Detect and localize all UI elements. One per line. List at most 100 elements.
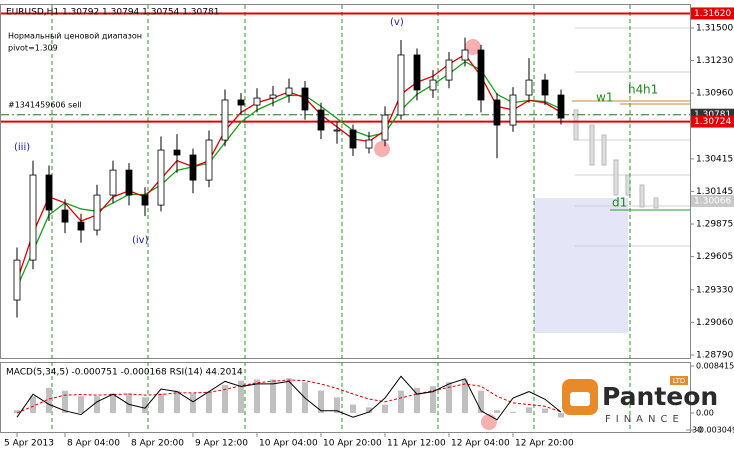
y-tick-label: 1.31500: [696, 23, 733, 33]
macd-bar: [462, 379, 468, 413]
macd-bar: [110, 393, 116, 413]
level-label-box: [691, 194, 734, 207]
macd-bar: [142, 397, 148, 413]
candle-body: [93, 194, 101, 231]
x-tick-label: 8 Apr 20:00: [131, 439, 184, 449]
candle-body: [429, 79, 437, 91]
candle-body: [237, 99, 245, 106]
annotation: pivot=1.309: [8, 44, 58, 53]
macd-bar: [94, 396, 100, 413]
candle-body: [397, 54, 405, 116]
candle-body: [541, 79, 549, 96]
candle-body: [205, 139, 213, 181]
candle-body: [285, 87, 293, 96]
macd-bar: [334, 397, 340, 413]
day-separators: [51, 5, 631, 432]
level-label: 1.30066: [694, 196, 731, 206]
annotation: (v): [390, 17, 404, 28]
annotation: (iii): [14, 142, 30, 153]
macd-bar: [494, 410, 500, 413]
candle-body: [349, 129, 357, 149]
annotation: (iv): [132, 235, 149, 246]
annotation: w1: [596, 91, 613, 105]
y-tick-label: 1.29330: [696, 285, 733, 295]
level-label-box: [691, 115, 734, 128]
pivot-lines: [575, 27, 690, 247]
x-tick-label: 12 Apr 04:00: [451, 439, 510, 449]
data-layer: 1.31500 1.31230 1.30960 1.30415 1.30145 1.298…: [1, 7, 734, 449]
macd-bar: [478, 390, 484, 413]
sub-title: MACD(5,34,5) -0.000751 -0.000168 RSI(14)…: [6, 368, 243, 378]
y-tick-label: 1.30145: [696, 187, 733, 197]
candle-body: [141, 194, 149, 206]
macd-bar: [174, 390, 180, 413]
annotation: d1: [612, 196, 627, 210]
x-tick-label: 12 Apr 20:00: [515, 439, 574, 449]
macd-bar: [350, 404, 356, 413]
y-tick-label: 1.29875: [696, 220, 733, 230]
candle-body: [269, 94, 277, 99]
x-tick-label: 9 Apr 12:00: [195, 439, 248, 449]
macd-bar: [542, 408, 548, 413]
candle-body: [525, 79, 533, 96]
candle-body: [445, 59, 453, 81]
macd-bar: [414, 387, 420, 413]
x-tick-label: 10 Apr 20:00: [323, 439, 382, 449]
candle-body: [157, 149, 165, 206]
macd-bar: [430, 386, 436, 413]
candle-body: [365, 139, 373, 149]
candle-body: [173, 149, 181, 156]
macd-bar: [270, 379, 276, 413]
logo-name: Panteon: [602, 382, 718, 411]
candle-body: [109, 169, 117, 196]
logo-icon-inner: [570, 392, 590, 406]
macd-bar: [398, 390, 404, 413]
logo-sub: FINANCE: [605, 414, 684, 425]
candle-body: [493, 99, 501, 126]
x-tick-label: 10 Apr 04:00: [259, 439, 318, 449]
macd-bar: [254, 379, 260, 413]
macd-bar: [46, 387, 52, 413]
forecast-zone: [534, 198, 628, 333]
macd-bar: [206, 391, 212, 413]
candle-body: [125, 169, 133, 196]
candle-body: [301, 87, 309, 111]
macd-bar: [318, 390, 324, 413]
candle-body: [381, 114, 389, 141]
macd-bar: [190, 393, 196, 413]
macd-bar: [126, 393, 132, 413]
y-tick-label: -0.003049: [696, 426, 734, 435]
annotation: #1341459606 sell: [8, 101, 82, 110]
macd-bar: [446, 382, 452, 413]
logo: Panteon FINANCE LTD: [562, 376, 718, 425]
macd-bar: [14, 410, 20, 413]
y2-tick-label: 30: [692, 426, 702, 435]
macd-bar: [30, 396, 36, 413]
candle-body: [557, 94, 565, 119]
candle-body: [189, 154, 197, 181]
y-tick-label: 0.00: [696, 408, 714, 417]
annotation: h4: [628, 83, 643, 97]
y-tick-label: 1.30415: [696, 154, 733, 164]
candle-body: [13, 259, 21, 301]
candle-body: [253, 97, 261, 106]
macd-bar: [286, 378, 292, 413]
level-label-box: [691, 7, 734, 20]
macd-bar: [158, 393, 164, 413]
y-tick-label: 1.31230: [696, 56, 733, 66]
candle-body: [61, 209, 69, 223]
macd-bar: [62, 390, 68, 413]
macd-bar: [382, 404, 388, 413]
candle-body: [221, 99, 229, 141]
level-label: 1.30781: [694, 110, 731, 120]
annotation: Нормальный ценовой диапазон: [8, 32, 142, 41]
candle-body: [509, 94, 517, 126]
macd-bar: [238, 380, 244, 413]
x-tick-label: 11 Apr 12:00: [387, 439, 446, 449]
candle-body: [29, 174, 37, 261]
logo-badge-text: LTD: [673, 377, 686, 385]
macd-bar: [558, 412, 564, 418]
candle-body: [461, 49, 469, 61]
